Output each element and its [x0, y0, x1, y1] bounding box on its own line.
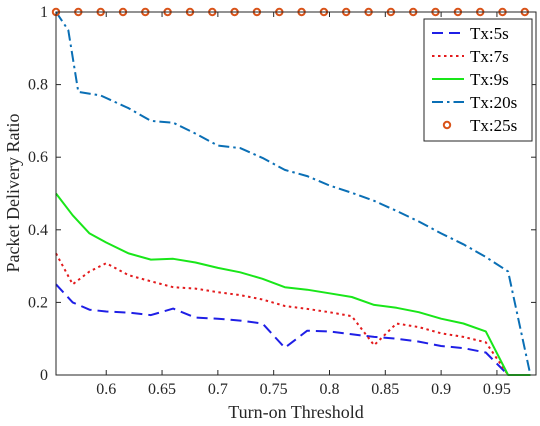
y-tick-label: 0.8	[28, 77, 48, 94]
x-tick-label: 0.85	[371, 381, 399, 398]
legend-label-tx-7s: Tx:7s	[470, 47, 509, 66]
x-tick-label: 0.7	[208, 381, 228, 398]
legend-label-tx-5s: Tx:5s	[470, 24, 509, 43]
series-line-tx-5s	[55, 283, 531, 376]
series-line-tx-20s	[55, 11, 532, 376]
legend-label-tx-25s: Tx:25s	[470, 116, 517, 135]
x-tick-label: 0.95	[483, 381, 511, 398]
legend-marker-tx-25s	[442, 120, 452, 130]
x-axis-label: Turn-on Threshold	[228, 402, 364, 422]
y-tick-label: 0.4	[28, 222, 48, 239]
legend: Tx:5s Tx:7s Tx:9s Tx:20s Tx:25s	[423, 18, 533, 142]
axes-layer: 0.6 0.65 0.7 0.75 0.8 0.85 0.9 0.95 0 0.2 0.4 0.6 0.…	[28, 4, 537, 398]
series-line-tx-7s	[55, 252, 531, 376]
x-tick-label: 0.9	[431, 381, 451, 398]
x-tick-label: 0.6	[96, 381, 116, 398]
axes-box	[55, 11, 537, 376]
y-tick-label: 0.2	[28, 294, 48, 311]
y-tick-label: 1	[40, 4, 48, 21]
y-tick-label: 0	[40, 367, 48, 384]
legend-label-tx-20s: Tx:20s	[470, 93, 517, 112]
y-axis-label: Packet Delivery Ratio	[3, 114, 23, 273]
series-line-tx-9s	[55, 192, 531, 376]
x-tick-label: 0.75	[260, 381, 288, 398]
legend-label-tx-9s: Tx:9s	[470, 70, 509, 89]
y-tick-label: 0.6	[28, 149, 48, 166]
x-tick-label: 0.65	[148, 381, 176, 398]
x-tick-label: 0.8	[319, 381, 339, 398]
